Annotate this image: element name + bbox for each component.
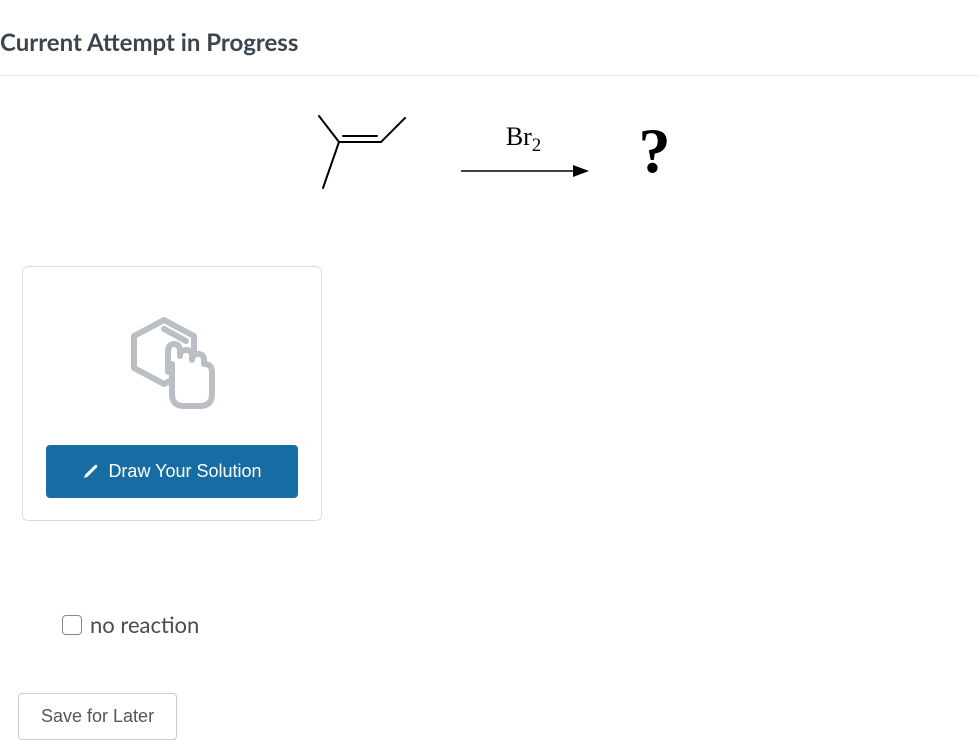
reagent-base: Br: [506, 122, 532, 151]
reaction-arrow-icon: [459, 162, 589, 180]
no-reaction-row: no reaction: [62, 611, 979, 638]
no-reaction-checkbox[interactable]: [62, 615, 82, 635]
molecule-cursor-icon: [122, 289, 222, 435]
reaction-arrow-group: Br2: [459, 122, 589, 179]
draw-solution-label: Draw Your Solution: [108, 461, 261, 482]
page-title: Current Attempt in Progress: [0, 0, 979, 75]
reagent-label: Br2: [506, 122, 541, 157]
draw-solution-button[interactable]: Draw Your Solution: [46, 445, 298, 498]
pencil-icon: [82, 464, 98, 480]
save-for-later-button[interactable]: Save for Later: [18, 693, 177, 740]
reaction-diagram: Br2 ?: [0, 76, 979, 236]
reactant-structure-icon: [309, 106, 419, 196]
no-reaction-label[interactable]: no reaction: [90, 611, 199, 638]
solution-card: Draw Your Solution: [22, 266, 322, 521]
reagent-subscript: 2: [532, 136, 541, 157]
product-placeholder: ?: [639, 119, 671, 183]
